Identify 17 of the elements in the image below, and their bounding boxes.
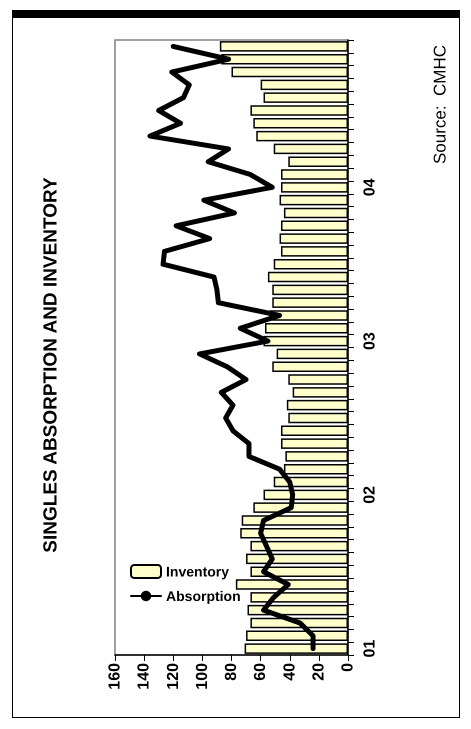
x-tick-label: 60 — [252, 662, 270, 681]
x-tick-label: 100 — [194, 662, 211, 690]
legend-label: Absorption — [166, 588, 241, 604]
source-note: Source: CMHC — [430, 45, 450, 164]
x-tick-label: 20 — [310, 662, 328, 681]
y-tick-label: 01 — [362, 640, 378, 658]
y-tick-label: 02 — [362, 486, 378, 504]
x-tick-label: 0 — [340, 662, 356, 672]
x-tick-label: 140 — [136, 662, 153, 690]
y-tick-label: 04 — [362, 178, 378, 196]
x-tick-label: 80 — [223, 662, 240, 681]
x-tick-label: 120 — [164, 662, 182, 690]
y-tick-label: 03 — [362, 332, 378, 350]
legend-label: Inventory — [166, 564, 230, 580]
x-tick-label: 40 — [281, 662, 298, 681]
x-tick-label: 160 — [106, 662, 124, 690]
text: SINGLES ABSORPTION AND INVENTORY — [40, 176, 62, 553]
